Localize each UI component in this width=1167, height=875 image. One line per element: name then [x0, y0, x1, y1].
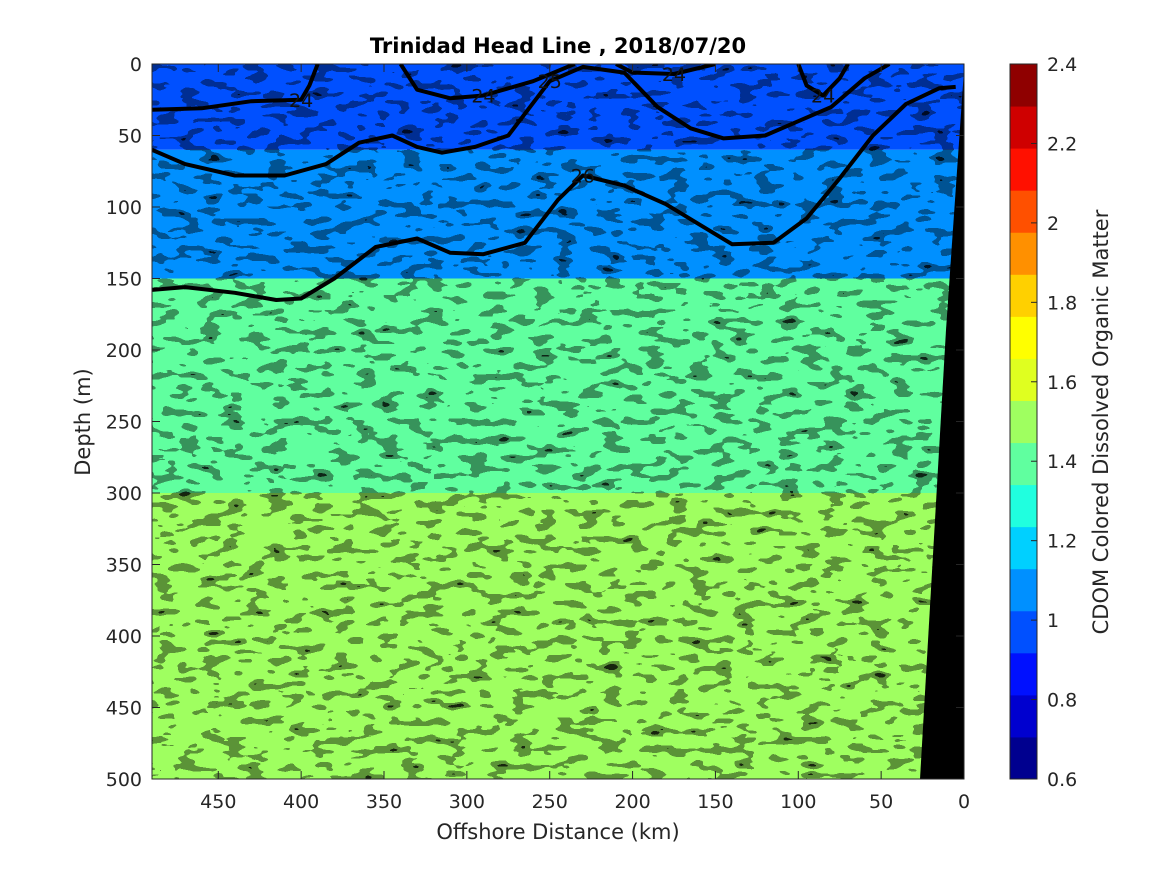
y-tick-label: 400	[106, 626, 142, 648]
colorbar-step	[1010, 736, 1037, 780]
y-tick-label: 200	[106, 340, 142, 362]
colorbar-frame	[1009, 63, 1038, 780]
colorbar-step	[1010, 232, 1037, 275]
x-tick-label: 150	[697, 791, 733, 813]
contour-24	[615, 64, 716, 76]
colorbar-step	[1010, 190, 1037, 233]
colorbar-step	[1010, 484, 1037, 528]
colorbar-step	[1010, 400, 1037, 444]
plot-area: 24 24 24 24 25 26	[152, 64, 964, 779]
colorbar-tick-label: 2.4	[1047, 54, 1077, 76]
colorbar-label: CDOM Colored Dissolved Organic Matter	[1089, 209, 1113, 634]
colorbar-tick-label: 1.6	[1047, 372, 1077, 394]
x-axis-label: Offshore Distance (km)	[436, 820, 679, 844]
y-tick-label: 50	[118, 126, 142, 148]
contour-24	[152, 64, 320, 112]
colorbar-tick-label: 2.2	[1047, 133, 1077, 155]
colorbar-step	[1010, 148, 1037, 191]
colorbar-step	[1010, 358, 1037, 401]
y-axis: 0 50 100 150 200 250 300 350 400 450 500	[106, 54, 964, 791]
x-tick-label: 400	[283, 791, 319, 813]
y-tick-label: 500	[106, 769, 142, 791]
contour-label: 24	[289, 90, 313, 112]
colorbar-step	[1010, 568, 1037, 612]
colorbar-step	[1010, 442, 1037, 486]
y-tick-label: 150	[106, 269, 142, 291]
contour-24	[398, 64, 576, 101]
contour-label: 26	[571, 166, 595, 188]
x-axis: 450 400 350 300 250 200 150 100 50 0	[200, 64, 970, 813]
y-tick-label: 450	[106, 698, 142, 720]
colorbar: 0.6 0.8 1 1.2 1.4 1.6 1.8 2 2.2 2.4	[1009, 54, 1077, 791]
contour-26	[152, 84, 956, 302]
colorbar-tick-label: 1.4	[1047, 451, 1077, 473]
contour-label: 24	[811, 85, 835, 107]
colorbar-step	[1010, 610, 1037, 654]
field-texture	[152, 493, 964, 779]
colorbar-step	[1010, 274, 1037, 317]
y-tick-label: 250	[106, 412, 142, 434]
x-tick-label: 100	[780, 791, 816, 813]
colorbar-step	[1010, 64, 1037, 107]
y-tick-label: 100	[106, 197, 142, 219]
field-texture	[152, 149, 964, 279]
colorbar-tick-label: 0.8	[1047, 690, 1077, 712]
contour-label: 24	[471, 85, 495, 107]
colorbar-step	[1010, 652, 1037, 696]
seafloor-bathymetry	[920, 70, 964, 779]
chart-title: Trinidad Head Line , 2018/07/20	[370, 34, 746, 58]
colorbar-step	[1010, 694, 1037, 738]
cdom-field	[152, 64, 964, 779]
y-tick-label: 300	[106, 483, 142, 505]
y-tick-label: 0	[130, 54, 142, 76]
contour-label: 24	[662, 64, 686, 86]
contour-label: 25	[538, 71, 562, 93]
colorbar-tick-label: 1.8	[1047, 292, 1077, 314]
x-tick-label: 250	[532, 791, 568, 813]
contour-25	[152, 64, 891, 178]
y-tick-label: 350	[106, 555, 142, 577]
y-axis-label: Depth (m)	[71, 368, 95, 475]
x-tick-label: 450	[200, 791, 236, 813]
colorbar-tick-label: 2	[1047, 213, 1059, 235]
contour-24	[796, 64, 850, 98]
x-tick-label: 50	[869, 791, 893, 813]
colorbar-step	[1010, 526, 1037, 570]
x-tick-label: 0	[958, 791, 970, 813]
colorbar-tick-label: 1	[1047, 610, 1059, 632]
x-tick-label: 300	[449, 791, 485, 813]
density-contours: 24 24 24 24 25 26	[152, 64, 956, 302]
colorbar-tick-label: 1.2	[1047, 531, 1077, 553]
colorbar-tick-label: 0.6	[1047, 769, 1077, 791]
x-tick-label: 350	[366, 791, 402, 813]
x-tick-label: 200	[614, 791, 650, 813]
colorbar-step	[1010, 106, 1037, 149]
field-texture	[152, 278, 964, 493]
colorbar-step	[1010, 316, 1037, 359]
